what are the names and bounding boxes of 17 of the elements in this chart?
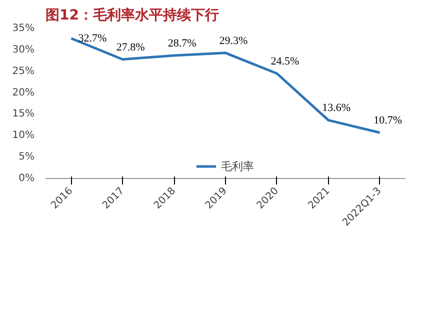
text: 27.8% (116, 41, 145, 54)
text: 24.5% (270, 56, 300, 68)
y-tick-label: 0% (18, 173, 35, 184)
text: 29.3% (219, 34, 248, 47)
legend-label: 毛利率 (221, 158, 254, 174)
text: 10.7% (374, 114, 402, 127)
y-tick-label: 30% (12, 44, 35, 56)
y-tick-label: 10% (12, 130, 35, 142)
text: 13.6% (322, 102, 351, 114)
y-tick-label: 20% (12, 87, 35, 98)
y-tick-label: 15% (12, 108, 35, 120)
chart-title: 图12：毛利率水平持续下行 (46, 6, 219, 24)
y-tick-label: 5% (18, 152, 35, 163)
text: 28.7% (168, 38, 196, 50)
text: 32.7% (78, 32, 107, 44)
y-tick-label: 35% (12, 23, 35, 34)
y-tick-label: 25% (12, 66, 35, 77)
